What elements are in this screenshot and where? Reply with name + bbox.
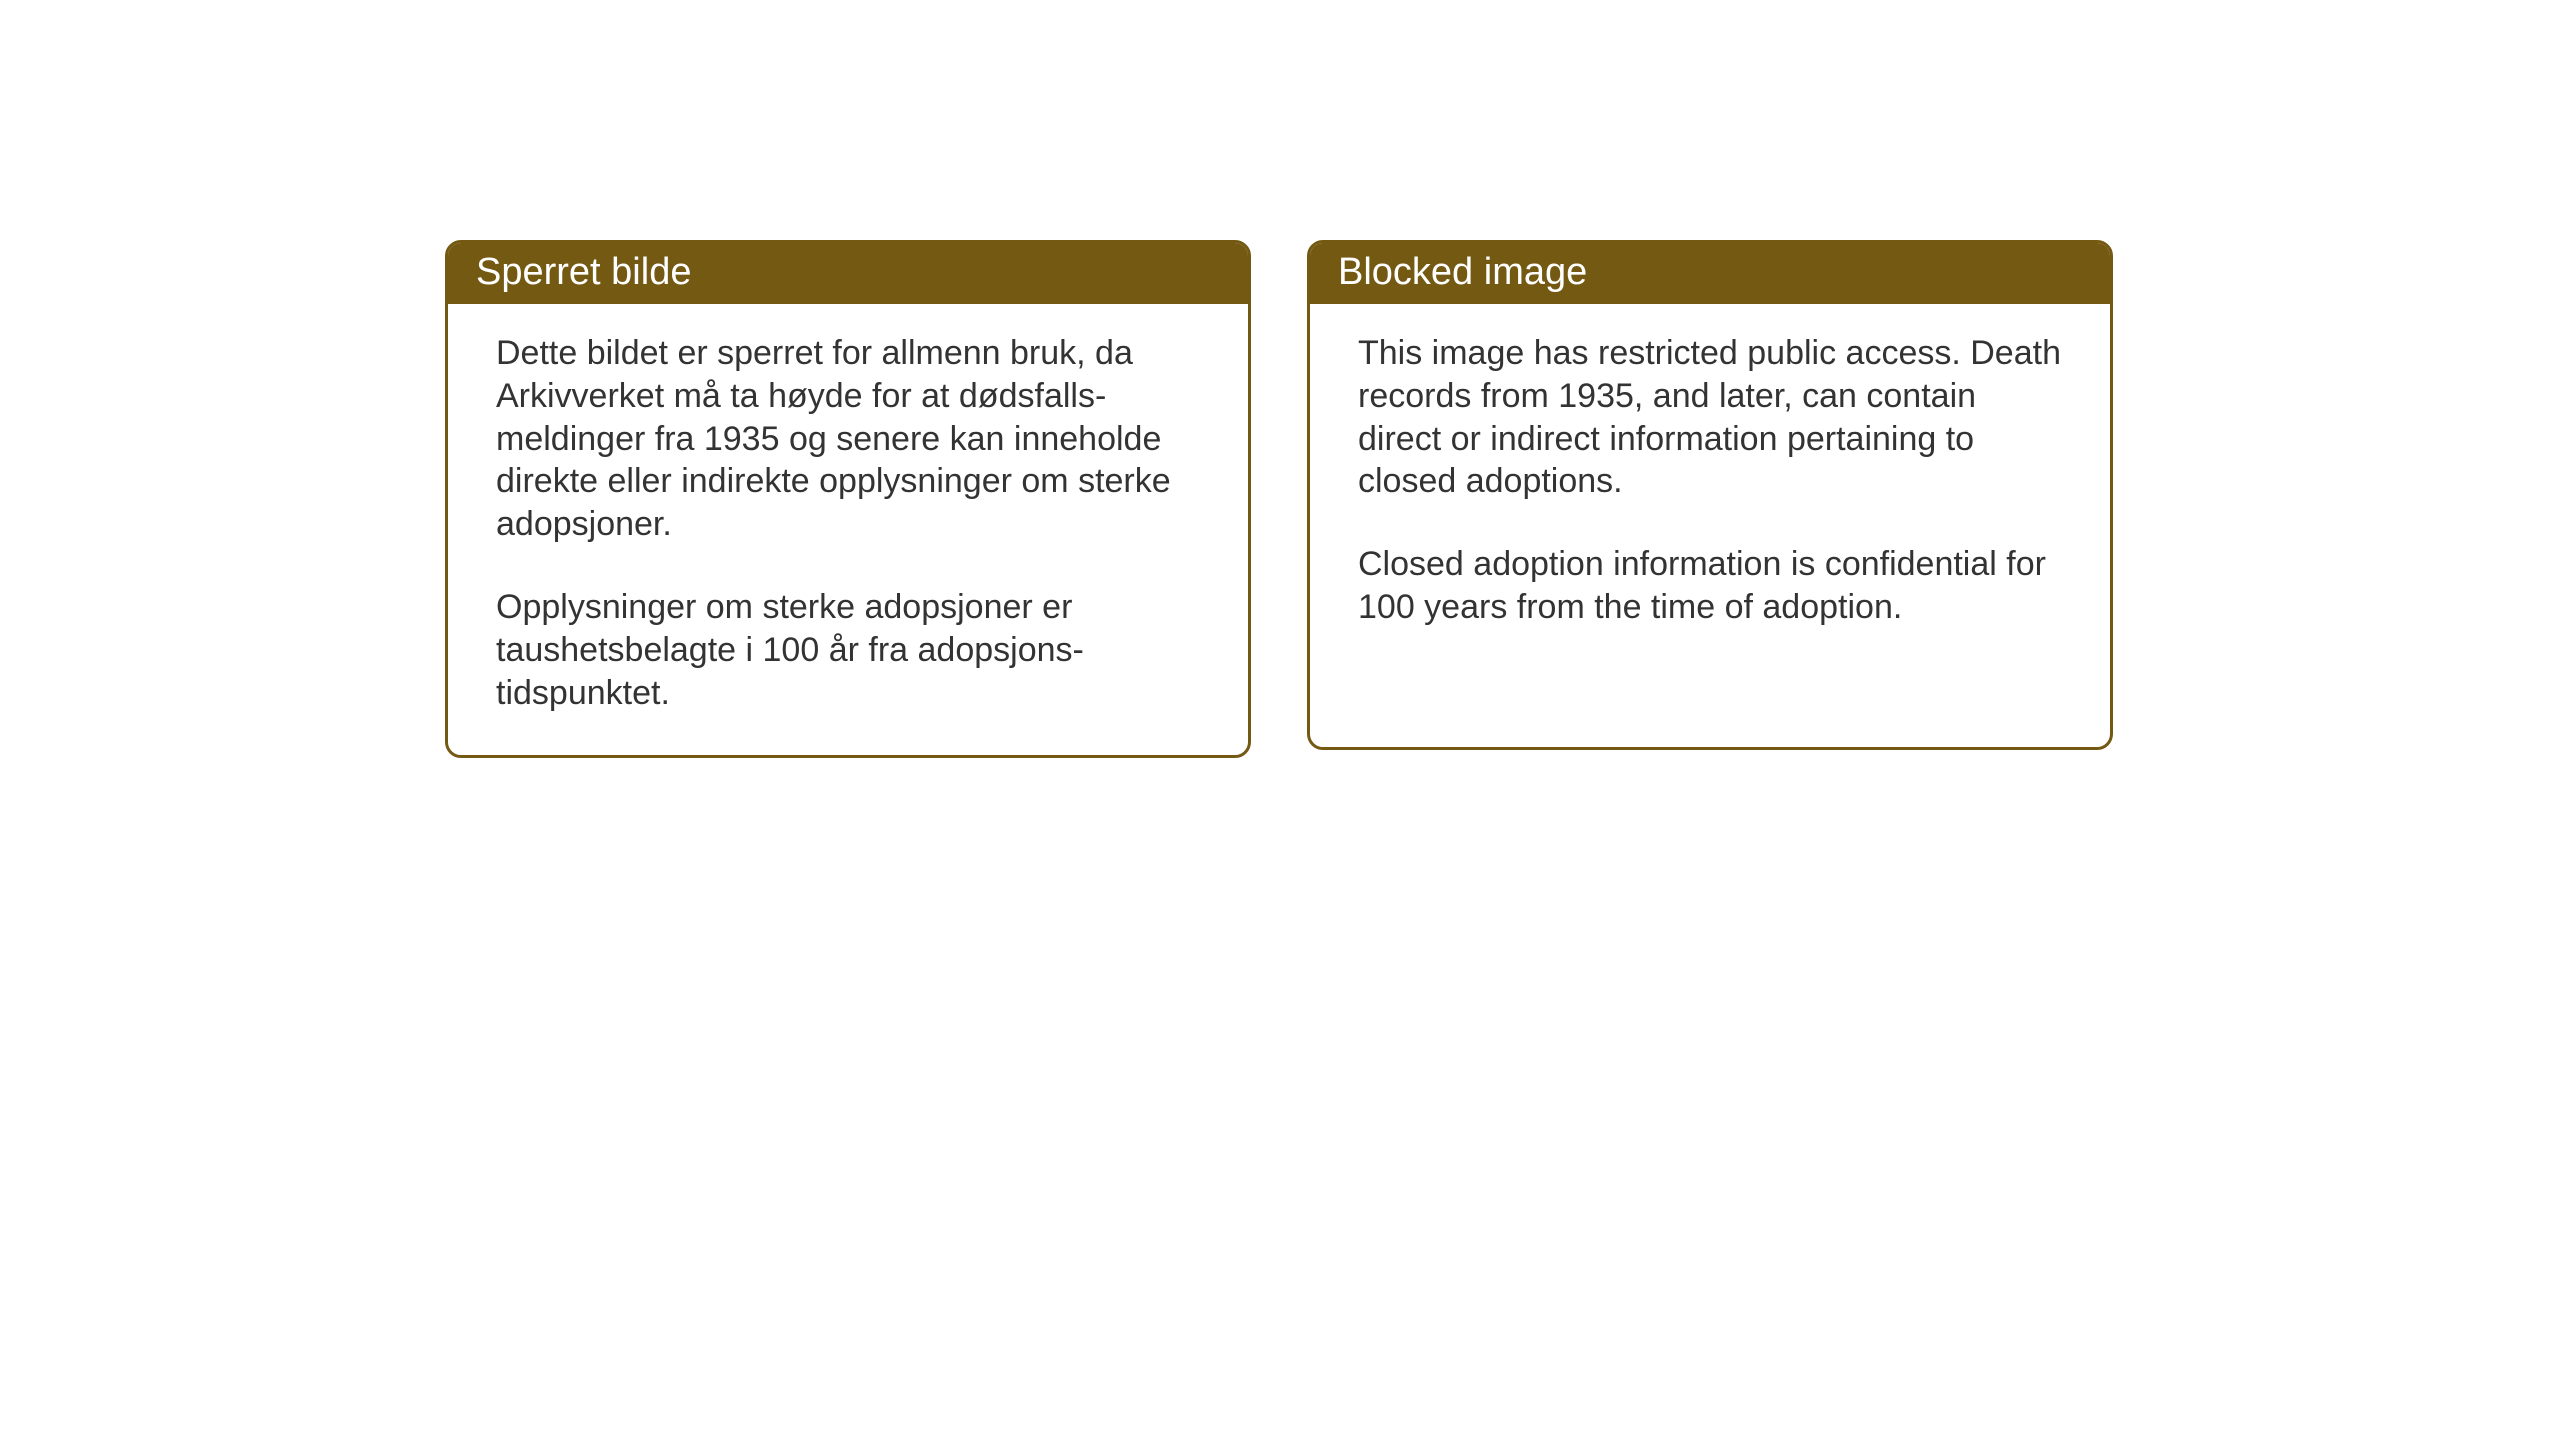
notice-body-norwegian: Dette bildet er sperret for allmenn bruk…	[448, 304, 1248, 755]
notice-box-english: Blocked image This image has restricted …	[1307, 240, 2113, 750]
notice-paragraph-2-norwegian: Opplysninger om sterke adopsjoner er tau…	[496, 586, 1200, 714]
notice-paragraph-1-english: This image has restricted public access.…	[1358, 332, 2062, 503]
notice-header-english: Blocked image	[1310, 243, 2110, 304]
notice-paragraph-2-english: Closed adoption information is confident…	[1358, 543, 2062, 629]
notice-box-norwegian: Sperret bilde Dette bildet er sperret fo…	[445, 240, 1251, 758]
notice-header-norwegian: Sperret bilde	[448, 243, 1248, 304]
notice-container: Sperret bilde Dette bildet er sperret fo…	[445, 240, 2113, 758]
notice-body-english: This image has restricted public access.…	[1310, 304, 2110, 669]
notice-paragraph-1-norwegian: Dette bildet er sperret for allmenn bruk…	[496, 332, 1200, 546]
